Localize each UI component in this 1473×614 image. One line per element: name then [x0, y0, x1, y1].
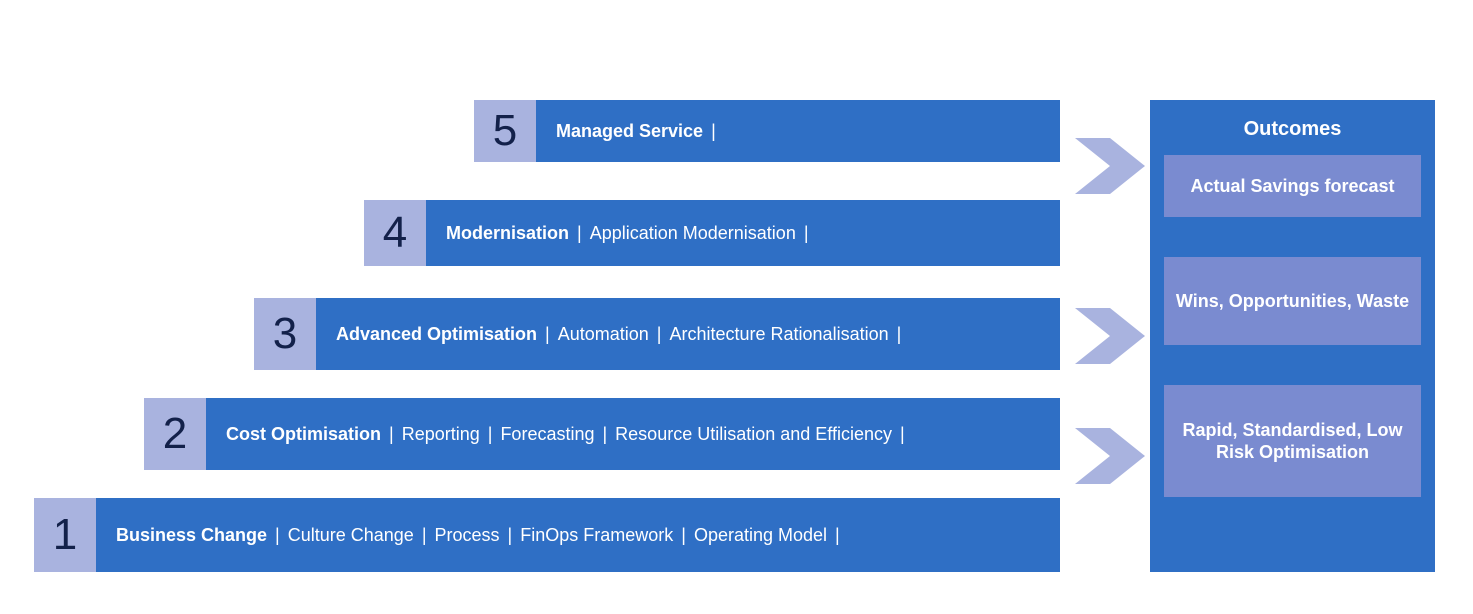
separator-icon: |	[602, 422, 607, 446]
outcome-box-2: Rapid, Standardised, Low Risk Optimisati…	[1164, 385, 1421, 497]
step-item: Culture Change	[288, 525, 414, 545]
step-number-5: 5	[474, 100, 536, 162]
step-item: Resource Utilisation and Efficiency	[615, 424, 892, 444]
separator-icon: |	[835, 523, 840, 547]
step-body-1: Business Change | Culture Change | Process | F…	[96, 498, 1060, 572]
step-item: Automation	[558, 324, 649, 344]
separator-icon: |	[422, 523, 427, 547]
step-number-2: 2	[144, 398, 206, 470]
separator-icon: |	[681, 523, 686, 547]
step-title: Managed Service	[556, 121, 703, 141]
outcomes-title: Outcomes	[1244, 118, 1342, 141]
separator-icon: |	[897, 322, 902, 346]
step-body-5: Managed Service |	[536, 100, 1060, 162]
step-3: 3 Advanced Optimisation | Automation | Archit…	[254, 298, 1060, 370]
separator-icon: |	[389, 422, 394, 446]
separator-icon: |	[275, 523, 280, 547]
separator-icon: |	[545, 322, 550, 346]
arrow-icon	[1075, 428, 1145, 484]
step-body-3: Advanced Optimisation | Automation | Archite…	[316, 298, 1060, 370]
step-item: Forecasting	[500, 424, 594, 444]
step-5: 5 Managed Service |	[474, 100, 1060, 162]
separator-icon: |	[711, 119, 716, 143]
separator-icon: |	[804, 221, 809, 245]
step-body-4: Modernisation | Application Modernisation |	[426, 200, 1060, 266]
step-2: 2 Cost Optimisation | Reporting | Forecasting…	[144, 398, 1060, 470]
step-item: Reporting	[402, 424, 480, 444]
step-item: Architecture Rationalisation	[669, 324, 888, 344]
step-title: Cost Optimisation	[226, 424, 381, 444]
step-item: FinOps Framework	[520, 525, 673, 545]
step-number-4: 4	[364, 200, 426, 266]
arrow-icon	[1075, 308, 1145, 364]
step-item: Application Modernisation	[590, 223, 796, 243]
outcome-box-1: Wins, Opportunities, Waste	[1164, 257, 1421, 345]
separator-icon: |	[508, 523, 513, 547]
step-number-3: 3	[254, 298, 316, 370]
separator-icon: |	[900, 422, 905, 446]
separator-icon: |	[577, 221, 582, 245]
step-title: Modernisation	[446, 223, 569, 243]
outcomes-panel: Outcomes Actual Savings forecast Wins, Opp…	[1150, 100, 1435, 572]
separator-icon: |	[488, 422, 493, 446]
step-title: Business Change	[116, 525, 267, 545]
step-number-1: 1	[34, 498, 96, 572]
step-body-2: Cost Optimisation | Reporting | Forecasting |…	[206, 398, 1060, 470]
step-item: Operating Model	[694, 525, 827, 545]
separator-icon: |	[657, 322, 662, 346]
outcome-box-0: Actual Savings forecast	[1164, 155, 1421, 217]
arrow-icon	[1075, 138, 1145, 194]
step-title: Advanced Optimisation	[336, 324, 537, 344]
step-4: 4 Modernisation | Application Modernisation…	[364, 200, 1060, 266]
step-item: Process	[435, 525, 500, 545]
step-1: 1 Business Change | Culture Change | Process |…	[34, 498, 1060, 572]
